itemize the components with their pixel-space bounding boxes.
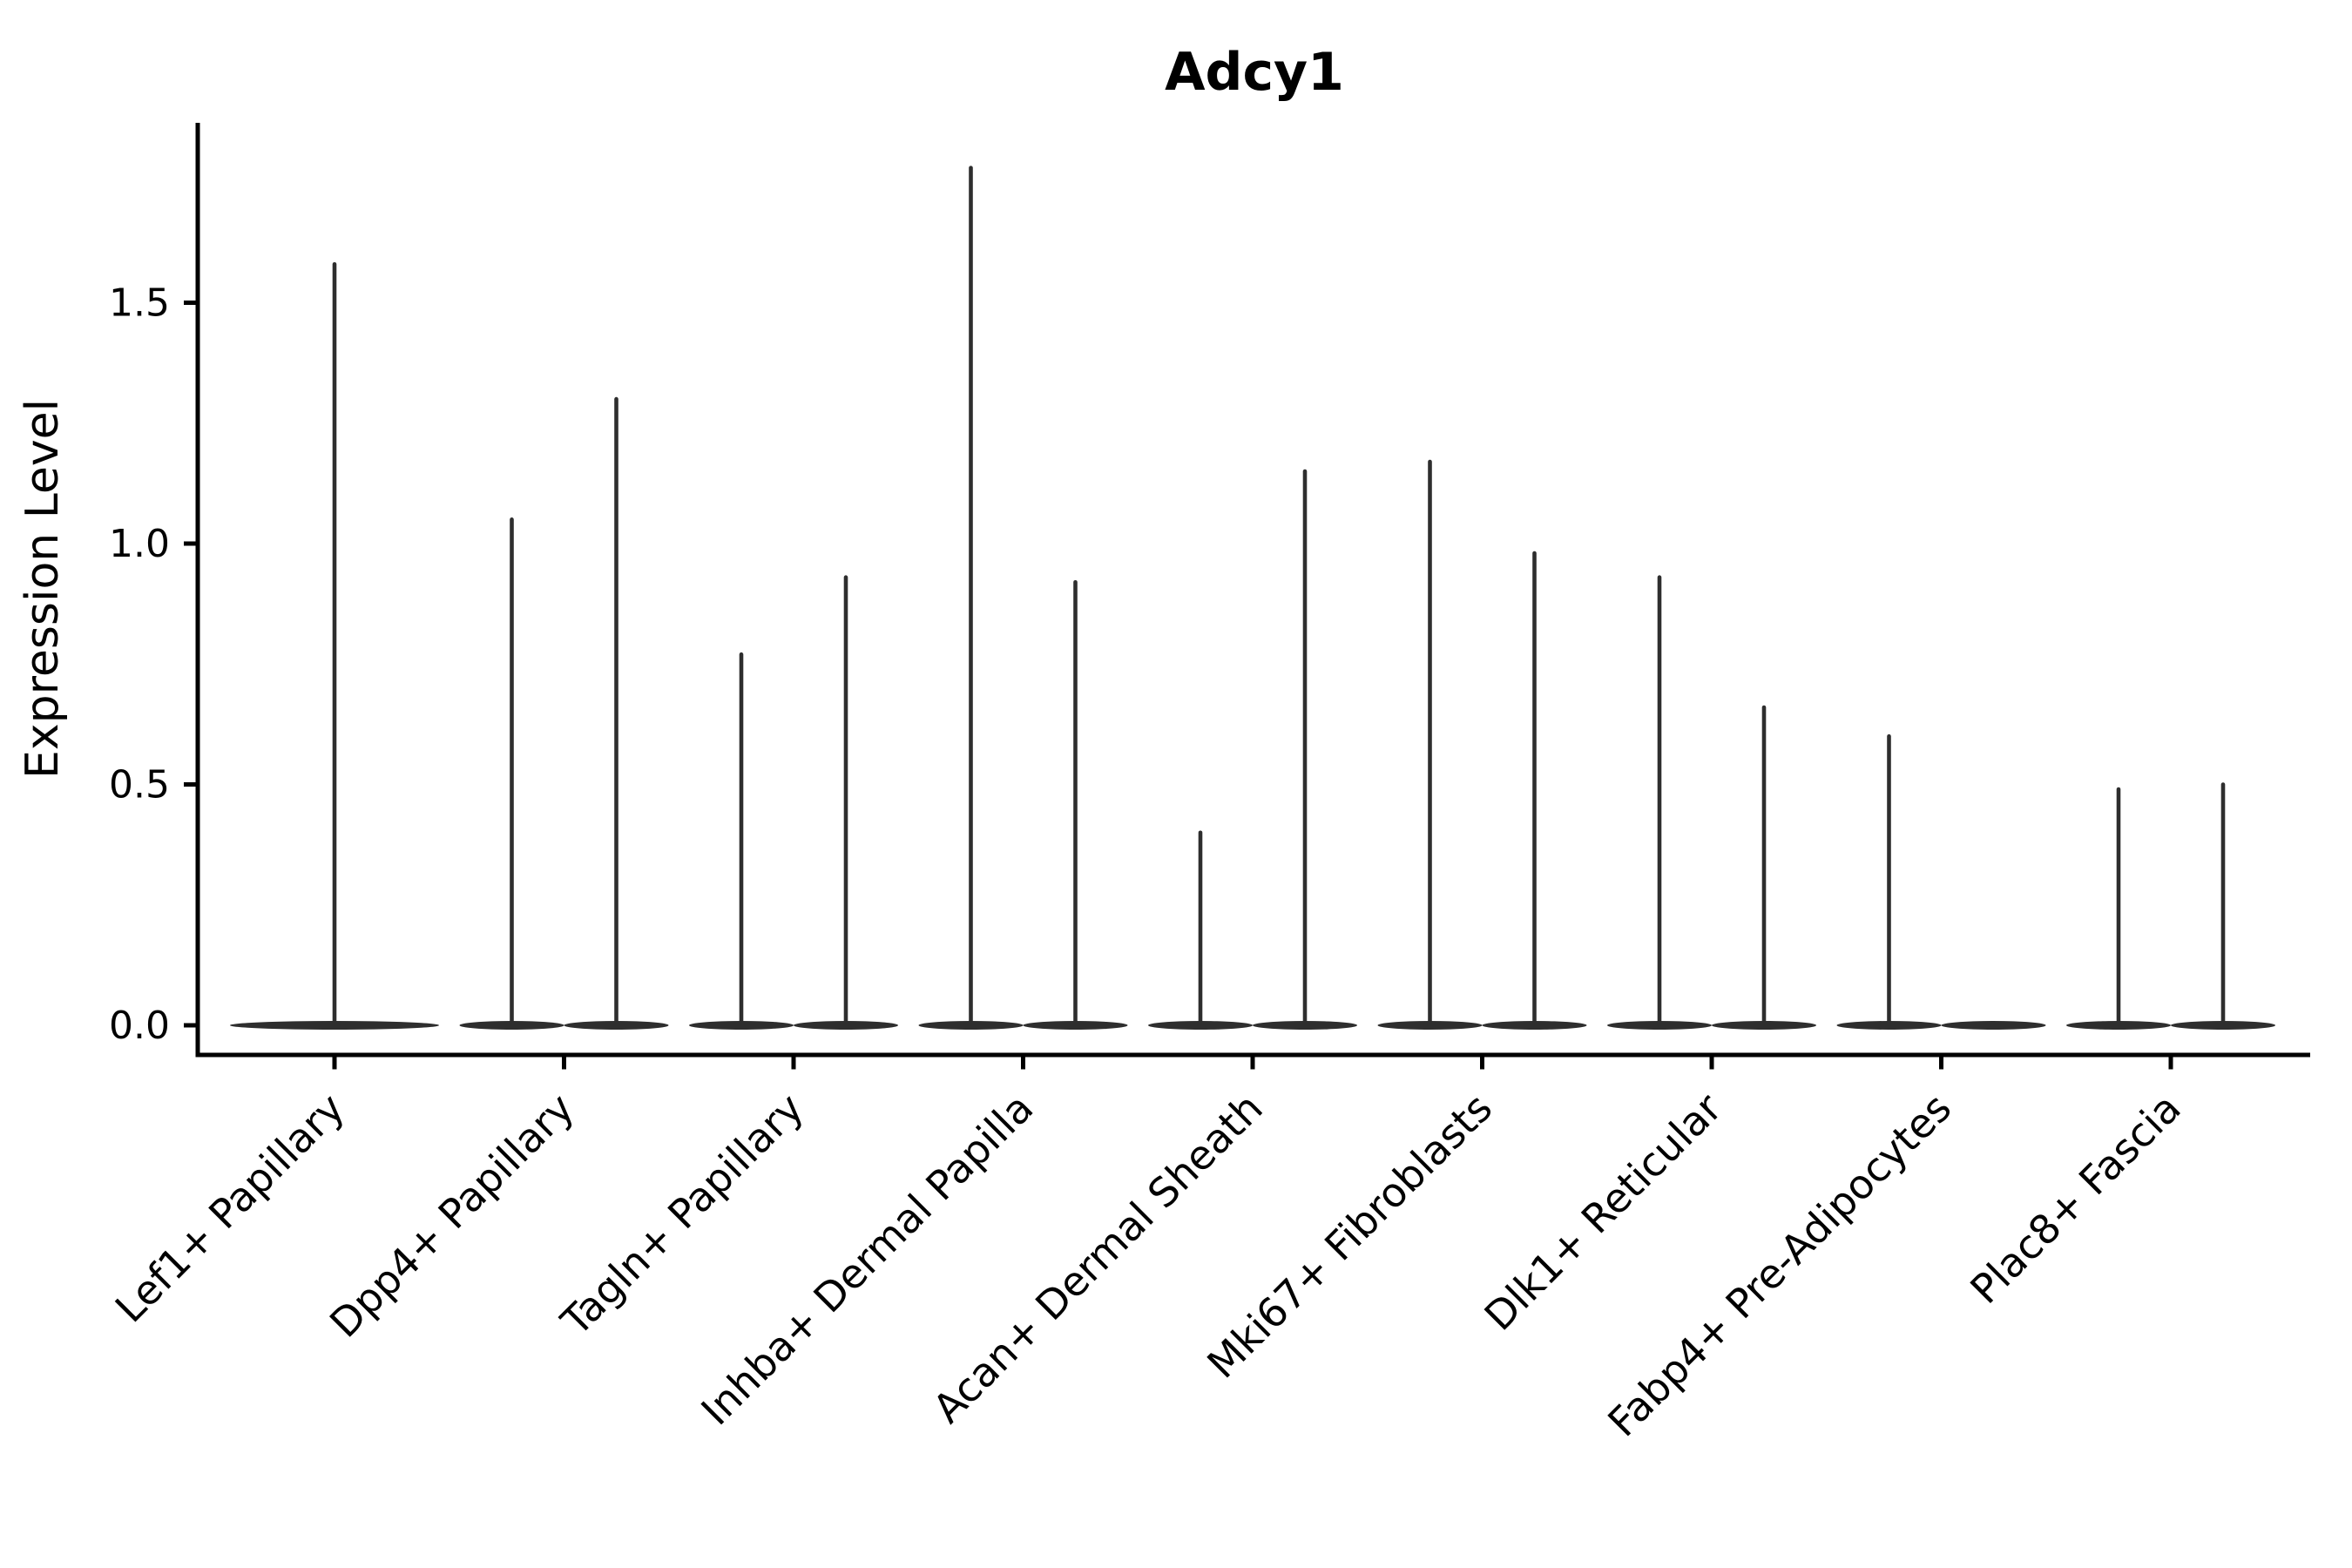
y-tick-label: 0.5 [109, 763, 170, 808]
y-axis-label: Expression Level [17, 399, 69, 779]
x-tick-label: Dpp4+ Papillary [321, 1085, 583, 1347]
x-tick-label: Lef1+ Papillary [106, 1085, 354, 1332]
x-tick-label: Dlk1+ Reticular [1476, 1085, 1731, 1340]
y-tick-label: 0.0 [109, 1004, 170, 1048]
y-tick-label: 1.0 [109, 522, 170, 566]
x-tick-label: Plac8+ Fascia [1961, 1085, 2189, 1313]
y-tick-label: 1.5 [109, 281, 170, 326]
x-tick-label: Tagln+ Papillary [551, 1085, 813, 1346]
violin-base [1941, 1021, 2046, 1030]
chart-title: Adcy1 [1165, 42, 1344, 103]
